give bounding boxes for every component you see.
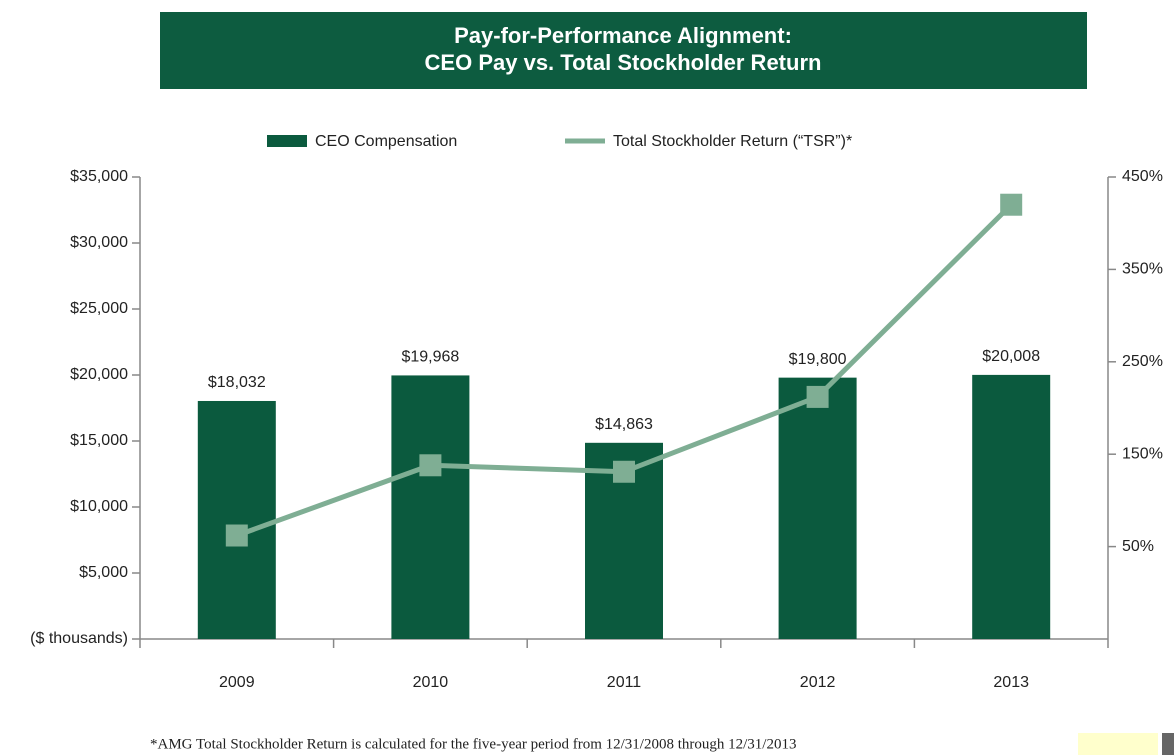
line-marker (806, 385, 829, 408)
y2-tick-label: 250% (1122, 353, 1163, 370)
chart-title: Pay-for-Performance Alignment: (454, 23, 792, 48)
bar (197, 400, 276, 639)
y2-tick-label: 450% (1122, 168, 1163, 185)
data-label: $18,032 (208, 374, 266, 391)
x-tick-label: 2012 (800, 674, 836, 691)
chart-title: CEO Pay vs. Total Stockholder Return (425, 50, 822, 75)
data-label: $20,008 (982, 348, 1040, 365)
y-tick-label: $20,000 (70, 366, 128, 383)
y-tick-label: $5,000 (79, 564, 128, 581)
bar (391, 375, 470, 639)
legend-label: Total Stockholder Return (“TSR”)* (613, 133, 852, 150)
x-tick-label: 2009 (219, 674, 255, 691)
line-marker (419, 454, 442, 477)
data-label: $19,968 (401, 349, 459, 366)
x-tick-label: 2013 (993, 674, 1029, 691)
legend-label: CEO Compensation (315, 133, 457, 150)
y2-tick-label: 150% (1122, 445, 1163, 462)
x-tick-label: 2010 (413, 674, 449, 691)
y-tick-label: $15,000 (70, 432, 128, 449)
bar (778, 377, 857, 639)
line-marker (225, 524, 248, 547)
y2-tick-label: 50% (1122, 538, 1154, 555)
line-marker (613, 460, 635, 483)
legend-swatch (267, 135, 307, 147)
bar (972, 374, 1051, 639)
y-tick-label: ($ thousands) (30, 630, 128, 647)
y2-tick-label: 350% (1122, 261, 1163, 278)
decoration (1162, 733, 1174, 755)
y-tick-label: $25,000 (70, 300, 128, 317)
data-label: $19,800 (789, 351, 847, 368)
y-tick-label: $10,000 (70, 498, 128, 515)
y-tick-label: $35,000 (70, 168, 128, 185)
line-marker (1000, 193, 1023, 216)
decoration (1078, 733, 1158, 755)
y-tick-label: $30,000 (70, 234, 128, 251)
footnote: *AMG Total Stockholder Return is calcula… (150, 736, 796, 752)
title-box (160, 12, 1087, 89)
x-tick-label: 2011 (607, 674, 642, 691)
data-label: $14,863 (595, 416, 653, 433)
